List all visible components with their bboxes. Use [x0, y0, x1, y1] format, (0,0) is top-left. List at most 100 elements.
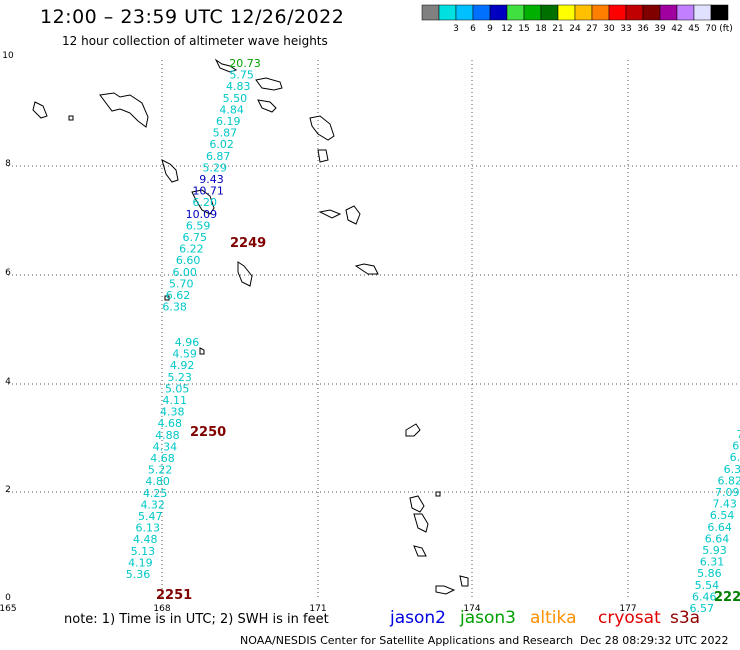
legend-label: 15	[518, 24, 529, 34]
wave-height-value: 6.75	[183, 231, 208, 244]
wave-height-value: 6.64	[707, 521, 732, 534]
wave-height-value: 4.59	[172, 348, 197, 361]
x-tick-label: 177	[619, 604, 636, 614]
island-outline	[68, 115, 74, 121]
wave-height-value: 5.05	[165, 382, 190, 395]
wave-height-value: 6.22	[179, 243, 204, 256]
wave-height-value: 6.59	[186, 219, 211, 232]
wave-height-value: 6.46	[692, 590, 717, 603]
island-outline	[413, 545, 427, 557]
x-tick-label: 165	[0, 604, 17, 614]
island-outline	[161, 159, 179, 183]
wave-height-value: 9.43	[199, 173, 224, 186]
wave-height-value: 5.75	[229, 69, 254, 82]
wave-height-value: 4.19	[128, 556, 153, 569]
legend-swatch	[438, 4, 457, 21]
color-scale-labels: 3 6 9 12 15 18 21 24 27 30 33 36 39 42 45 70 (ft)	[453, 24, 733, 34]
legend-label: 12	[501, 24, 512, 34]
wave-height-value: 5.70	[169, 277, 194, 290]
legend-unit: (ft)	[719, 24, 733, 34]
legend-swatch	[642, 4, 661, 21]
legend-swatch	[455, 4, 474, 21]
y-tick-label: 6	[5, 268, 11, 278]
island-outline	[318, 209, 342, 219]
wave-height-value: 4.88	[155, 429, 180, 442]
legend-label: 70	[705, 24, 717, 34]
wave-height-value: 6.62	[166, 289, 191, 302]
legend-label: 21	[552, 24, 563, 34]
legend-label: 18	[535, 24, 547, 34]
legend-swatch	[574, 4, 593, 21]
wave-height-value: 5.29	[203, 161, 228, 174]
island-outline	[354, 263, 379, 275]
legend-swatch	[489, 4, 508, 21]
legend-label: 39	[654, 24, 666, 34]
legend-swatch	[608, 4, 627, 21]
wave-height-value: 5.23	[167, 371, 192, 384]
island-outline	[191, 189, 215, 215]
wave-height-value: 4.32	[140, 498, 165, 511]
x-tick-label: 168	[153, 604, 170, 614]
y-tick-label: 4	[5, 377, 11, 387]
wave-height-value: 5.36	[126, 568, 151, 581]
legend-swatch	[710, 4, 729, 21]
page-title: 12:00 – 23:59 UTC 12/26/2022	[40, 6, 345, 28]
legend-swatch	[472, 4, 491, 21]
legend-label: 42	[671, 24, 682, 34]
pass-number-label: 2250	[190, 425, 226, 440]
legend-swatch	[523, 4, 542, 21]
wave-height-value: 4.92	[170, 359, 195, 372]
wave-height-value: 6.57	[690, 602, 715, 615]
legend-swatch	[557, 4, 576, 21]
track-222: 76.6.6.36.827.097.436.546.646.645.936.31…	[690, 428, 740, 615]
island-outline	[199, 347, 205, 355]
island-outline	[345, 205, 361, 225]
wave-height-value: 10.09	[186, 208, 218, 221]
wave-height-value: 6.60	[176, 254, 201, 267]
satellite-label-altika: altika	[530, 608, 577, 628]
wave-height-value: 4.38	[160, 406, 185, 419]
wave-height-value: 6.02	[209, 138, 234, 151]
wave-height-value: 20.73	[229, 57, 261, 70]
track-2249: 20.735.754.835.504.846.195.876.026.875.2…	[162, 57, 266, 314]
lat-lon-grid	[8, 60, 740, 600]
wave-height-value: 6.3	[724, 463, 740, 476]
legend-swatch	[659, 4, 678, 21]
wave-height-value: 5.13	[131, 545, 156, 558]
track-2251: 2251	[156, 588, 192, 603]
wave-height-value: 6.82	[718, 474, 740, 487]
wave-height-value: 5.93	[702, 544, 727, 557]
satellite-label-jason3: jason3	[460, 608, 516, 628]
wave-height-value: 7.09	[715, 486, 740, 499]
wave-height-value: 5.86	[697, 567, 722, 580]
legend-swatch	[693, 4, 712, 21]
island-outline	[409, 495, 425, 513]
legend-label: 9	[487, 24, 493, 34]
island-outline	[257, 99, 277, 113]
x-tick-label: 174	[463, 604, 480, 614]
wave-height-value: 5.50	[223, 92, 248, 105]
island-outline	[255, 77, 283, 91]
wave-height-value: 5.47	[138, 510, 163, 523]
island-outline	[237, 261, 253, 287]
coastlines	[32, 58, 469, 595]
x-tick-label: 171	[309, 604, 326, 614]
legend-label: 30	[603, 24, 615, 34]
wave-height-value: 10.71	[192, 185, 224, 198]
y-tick-label: 8	[5, 159, 11, 169]
island-outline	[435, 491, 441, 497]
legend-label: 33	[620, 24, 631, 34]
page-subtitle: 12 hour collection of altimeter wave hei…	[62, 34, 328, 48]
legend-label: 45	[688, 24, 699, 34]
wave-height-value: 7.43	[712, 498, 737, 511]
island-outline	[32, 101, 48, 119]
footer-note: note: 1) Time is in UTC; 2) SWH is in fe…	[64, 612, 329, 627]
wave-height-value: 5.87	[213, 127, 238, 140]
wave-height-value: 6.64	[705, 532, 730, 545]
wave-height-value: 6.13	[136, 522, 161, 535]
legend-label: 36	[637, 24, 649, 34]
wave-height-value: 4.25	[143, 487, 168, 500]
longitude-tick-labels: 165 168 171 174 177	[0, 604, 637, 614]
wave-height-value: 6.87	[206, 150, 231, 163]
wave-height-value: 4.34	[153, 440, 178, 453]
